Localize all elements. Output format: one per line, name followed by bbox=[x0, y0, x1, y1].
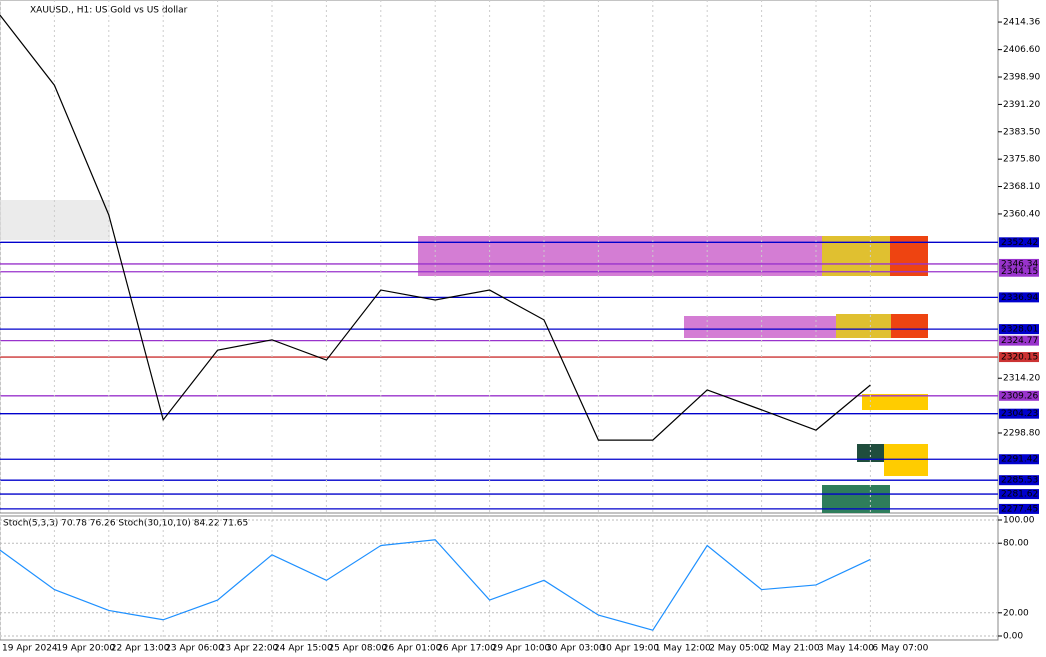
y-tick-label: 2368.10 bbox=[1003, 182, 1040, 192]
x-tick-label: 24 Apr 15:00 bbox=[274, 644, 333, 654]
price-line bbox=[0, 14, 871, 441]
zone bbox=[857, 444, 884, 462]
y-tick-label: 2360.40 bbox=[1003, 209, 1040, 219]
x-tick-label: 2 May 21:00 bbox=[764, 644, 820, 654]
x-tick-label: 19 Apr 20:00 bbox=[56, 644, 115, 654]
level-label: 2320.15 bbox=[1001, 353, 1038, 363]
level-label-bg bbox=[999, 237, 1039, 248]
stoch-title: Stoch(5,3,3) 70.78 76.26 Stoch(30,10,10)… bbox=[3, 519, 248, 529]
ma-band bbox=[0, 200, 110, 240]
x-tick-label: 3 May 14:00 bbox=[818, 644, 874, 654]
x-tick-label: 23 Apr 06:00 bbox=[165, 644, 224, 654]
level-label-bg bbox=[999, 489, 1039, 500]
level-label-bg bbox=[999, 475, 1039, 486]
level-label: 2352.42 bbox=[1001, 238, 1038, 248]
y-tick-label: 2406.60 bbox=[1003, 45, 1040, 55]
x-tick-label: 22 Apr 13:00 bbox=[111, 644, 170, 654]
level-label: 2328.01 bbox=[1001, 325, 1038, 335]
level-label-bg bbox=[999, 324, 1039, 335]
level-label: 2285.53 bbox=[1001, 476, 1038, 486]
level-label: 2277.45 bbox=[1001, 504, 1038, 514]
zone bbox=[891, 314, 928, 338]
x-tick-label: 26 Apr 01:00 bbox=[383, 644, 442, 654]
x-tick-label: 6 May 07:00 bbox=[872, 644, 928, 654]
x-tick-label: 23 Apr 22:00 bbox=[220, 644, 279, 654]
y-tick-label: 2391.20 bbox=[1003, 100, 1040, 110]
level-label-bg bbox=[999, 266, 1039, 277]
y-tick-label: 2375.80 bbox=[1003, 155, 1040, 165]
x-tick-label: 25 Apr 08:00 bbox=[328, 644, 387, 654]
level-label-bg bbox=[999, 335, 1039, 346]
x-tick-label: 26 Apr 17:00 bbox=[437, 644, 496, 654]
level-label: 2346.34 bbox=[1001, 259, 1038, 269]
level-label: 2281.62 bbox=[1001, 490, 1038, 500]
x-tick-label: 2 May 05:00 bbox=[709, 644, 765, 654]
level-label: 2336.94 bbox=[1001, 293, 1038, 303]
zone bbox=[836, 314, 891, 338]
level-label-bg bbox=[999, 352, 1039, 363]
y-tick-label: 20.00 bbox=[1003, 608, 1029, 618]
y-tick-label: 2398.90 bbox=[1003, 73, 1040, 83]
level-label: 2324.77 bbox=[1001, 336, 1038, 346]
level-label: 2344.15 bbox=[1001, 267, 1038, 277]
y-tick-label: 80.00 bbox=[1003, 539, 1029, 549]
price-line bbox=[0, 539, 871, 631]
level-label-bg bbox=[999, 454, 1039, 465]
x-tick-label: 19 Apr 2024 bbox=[2, 644, 58, 654]
x-tick-label: 1 May 12:00 bbox=[655, 644, 711, 654]
level-label-bg bbox=[999, 258, 1039, 269]
x-tick-label: 29 Apr 10:00 bbox=[492, 644, 551, 654]
y-tick-label: 2298.80 bbox=[1003, 428, 1040, 438]
level-label-bg bbox=[999, 390, 1039, 401]
level-label-bg bbox=[999, 292, 1039, 303]
level-label-bg bbox=[999, 503, 1039, 514]
zone bbox=[884, 444, 928, 476]
level-label: 2309.26 bbox=[1001, 391, 1038, 401]
zone bbox=[862, 394, 928, 410]
y-tick-label: 2414.36 bbox=[1003, 18, 1040, 28]
y-tick-label: 2383.50 bbox=[1003, 127, 1040, 137]
x-tick-label: 30 Apr 19:00 bbox=[600, 644, 659, 654]
x-tick-label: 30 Apr 03:00 bbox=[546, 644, 605, 654]
level-label-bg bbox=[999, 408, 1039, 419]
y-tick-label: 2314.20 bbox=[1003, 374, 1040, 384]
level-label: 2291.42 bbox=[1001, 455, 1038, 465]
level-label: 2304.23 bbox=[1001, 409, 1038, 419]
y-tick-label: 0.00 bbox=[1003, 632, 1023, 642]
y-tick-label: 100.00 bbox=[1003, 516, 1035, 526]
stoch-panel bbox=[0, 515, 999, 641]
zone bbox=[684, 316, 836, 338]
